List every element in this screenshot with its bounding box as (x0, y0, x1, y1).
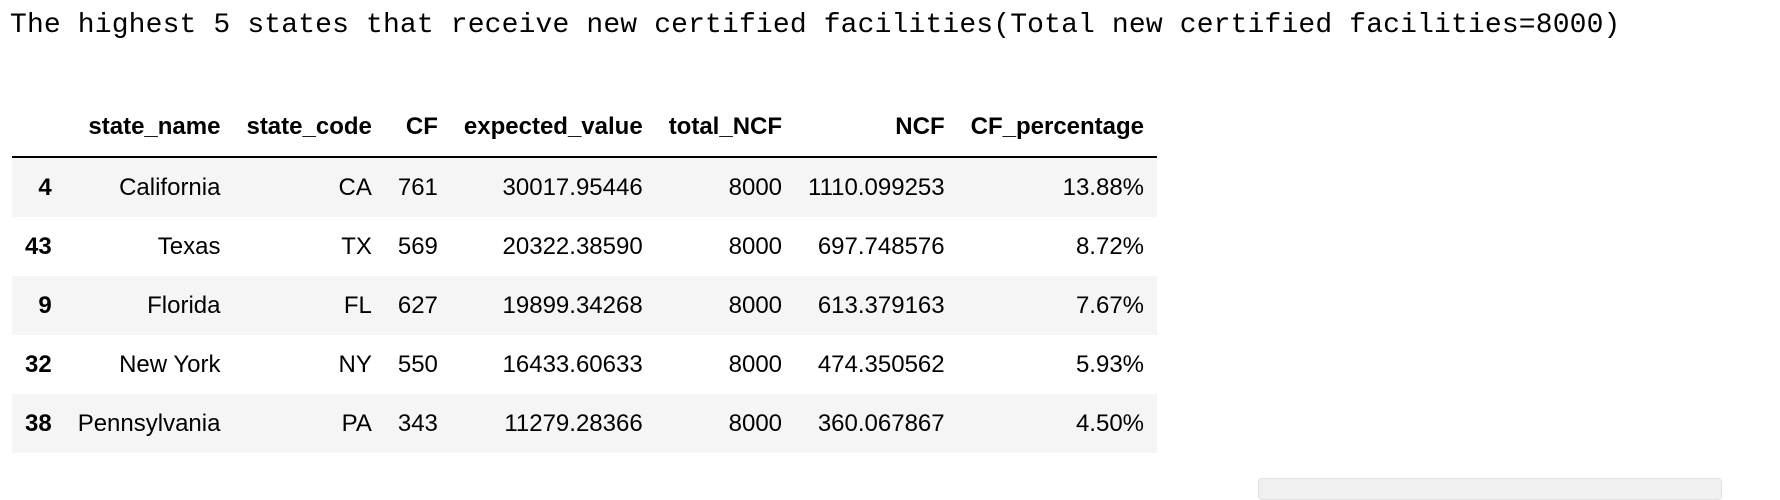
column-header-state-name: state_name (64, 98, 234, 158)
table-row: 9 Florida FL 627 19899.34268 8000 613.37… (12, 276, 1158, 335)
cell-cf-percentage: 7.67% (1075, 291, 1145, 319)
cell-state-name: Pennsylvania (77, 409, 221, 437)
row-index: 43 (25, 232, 52, 260)
cell-state-code: PA (341, 409, 372, 437)
cell-ncf: 360.067867 (817, 409, 945, 437)
table-header: state_name state_code CF expected_value … (12, 98, 1158, 158)
cell-state-code: TX (341, 232, 372, 260)
cell-cf: 627 (397, 291, 438, 319)
cell-state-name: New York (119, 350, 221, 378)
cell-state-name: California (119, 173, 221, 201)
cell-total-ncf: 8000 (728, 232, 783, 260)
dataframe-table: state_name state_code CF expected_value … (12, 98, 1158, 453)
cell-state-code: FL (343, 291, 372, 319)
cell-state-code: CA (338, 173, 372, 201)
cell-expected-value: 11279.28366 (504, 409, 643, 437)
cell-expected-value: 20322.38590 (502, 232, 643, 260)
cell-ncf: 613.379163 (817, 291, 945, 319)
column-header-expected-value: expected_value (450, 98, 656, 158)
cell-total-ncf: 8000 (728, 409, 783, 437)
column-header-total-ncf: total_NCF (655, 98, 796, 158)
cell-total-ncf: 8000 (728, 291, 783, 319)
cell-ncf: 1110.099253 (808, 173, 945, 201)
cell-cf: 569 (397, 232, 438, 260)
output-title: The highest 5 states that receive new ce… (10, 10, 1621, 41)
cell-ncf: 474.350562 (817, 350, 945, 378)
table-row: 43 Texas TX 569 20322.38590 8000 697.748… (12, 217, 1158, 276)
output-scroll-area[interactable] (1258, 478, 1722, 500)
cell-cf-percentage: 4.50% (1075, 409, 1145, 437)
cell-state-name: Florida (147, 291, 221, 319)
column-header-ncf: NCF (795, 98, 958, 158)
column-header-index (12, 98, 65, 158)
cell-total-ncf: 8000 (728, 350, 783, 378)
row-index: 32 (25, 350, 52, 378)
table-row: 38 Pennsylvania PA 343 11279.28366 8000 … (12, 394, 1158, 453)
row-index: 9 (38, 291, 52, 319)
row-index: 4 (38, 173, 52, 201)
cell-total-ncf: 8000 (728, 173, 783, 201)
cell-cf-percentage: 13.88% (1062, 173, 1145, 201)
cell-ncf: 697.748576 (817, 232, 945, 260)
column-header-cf-percentage: CF_percentage (957, 98, 1158, 158)
cell-cf-percentage: 5.93% (1075, 350, 1145, 378)
table-row: 4 California CA 761 30017.95446 8000 111… (12, 157, 1158, 217)
cell-state-code: NY (338, 350, 372, 378)
column-header-state-code: state_code (233, 98, 385, 158)
row-index: 38 (25, 409, 52, 437)
header-row: state_name state_code CF expected_value … (12, 98, 1158, 158)
cell-state-name: Texas (157, 232, 221, 260)
cell-expected-value: 16433.60633 (502, 350, 643, 378)
column-header-cf: CF (384, 98, 451, 158)
cell-cf-percentage: 8.72% (1075, 232, 1145, 260)
cell-expected-value: 19899.34268 (502, 291, 643, 319)
table-row: 32 New York NY 550 16433.60633 8000 474.… (12, 335, 1158, 394)
cell-cf: 761 (397, 173, 438, 201)
cell-cf: 550 (397, 350, 438, 378)
cell-cf: 343 (397, 409, 438, 437)
table-body: 4 California CA 761 30017.95446 8000 111… (12, 157, 1158, 453)
cell-expected-value: 30017.95446 (502, 173, 643, 201)
